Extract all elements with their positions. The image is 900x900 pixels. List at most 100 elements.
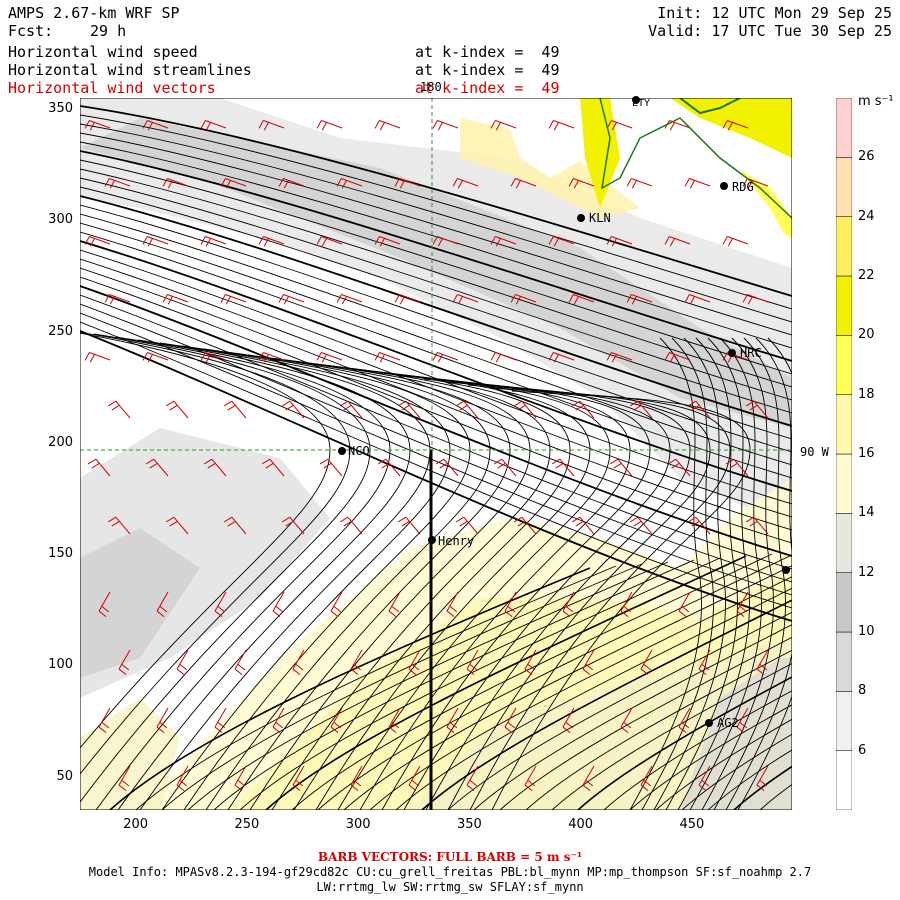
x-tick-label: 450	[679, 817, 705, 832]
wind-barb	[142, 120, 169, 131]
wind-barb	[548, 352, 575, 363]
parallel-label: 90 W	[800, 445, 829, 459]
wind-barb	[258, 352, 285, 363]
field-name-wind-speed: Horizontal wind speed	[8, 43, 198, 61]
wind-barb	[107, 400, 131, 419]
streamline	[629, 704, 792, 810]
streamline	[629, 337, 702, 810]
station-label-nco: NCO	[348, 444, 370, 458]
colorbar-label: 18	[858, 386, 875, 402]
colorbar-segment	[836, 513, 852, 573]
wind-barb	[118, 649, 131, 676]
wind-barb	[629, 516, 653, 535]
y-tick-label: 200	[48, 434, 73, 450]
streamline	[343, 565, 792, 810]
model-info: Model Info: MPASv8.2.3-194-gf29cd82c CU:…	[88, 865, 812, 879]
wind-barbs	[84, 120, 769, 792]
streamline	[80, 159, 792, 375]
streamline	[80, 321, 792, 609]
colorbar-unit: m s⁻¹	[858, 94, 894, 109]
colorbar-label: 8	[858, 683, 867, 699]
station-label-lty: LTY	[632, 98, 651, 109]
barb-legend: BARB VECTORS: FULL BARB = 5 m s⁻¹	[317, 850, 583, 864]
wind-barb	[620, 591, 633, 618]
x-tick-label: 300	[345, 817, 371, 832]
wind-barb	[316, 120, 343, 131]
station-dot-rdg	[720, 182, 728, 190]
field-level-streamlines: at k-index = 49	[415, 61, 560, 79]
wind-barb	[455, 516, 479, 535]
streamline	[80, 332, 331, 749]
wind-streamlines	[80, 105, 792, 810]
streamline	[161, 563, 643, 810]
init-time: Init: 12 UTC Mon 29 Sep 25	[657, 4, 892, 22]
wind-barb	[664, 352, 691, 363]
wind-barb	[336, 178, 363, 189]
streamline	[681, 733, 792, 810]
wind-barb	[156, 591, 169, 618]
wind-barb	[745, 400, 769, 419]
streamline	[80, 330, 792, 622]
streamline	[80, 331, 351, 775]
wind-barb	[571, 516, 595, 535]
wind-barb	[258, 236, 285, 247]
wind-barb	[281, 400, 305, 419]
streamline	[665, 337, 738, 810]
wind-barb	[466, 765, 479, 792]
wind-barb	[84, 120, 111, 131]
colorbar-segment	[836, 335, 852, 395]
field-level-wind-vectors: at k-index = 49	[415, 79, 560, 97]
wind-barb	[504, 591, 517, 618]
wind-barb	[435, 458, 459, 477]
map-title: AMPS 2.67-km WRF SP	[8, 4, 180, 22]
streamline	[80, 168, 792, 388]
streamline	[525, 649, 792, 810]
wind-barb	[455, 400, 479, 419]
streamline	[641, 337, 714, 810]
wind-barb	[684, 294, 711, 305]
wind-barb	[667, 458, 691, 477]
wind-barb	[319, 458, 343, 477]
colorbar-segment	[836, 750, 852, 810]
streamline	[265, 555, 747, 810]
streamline	[80, 141, 792, 349]
y-tick-label: 150	[48, 546, 73, 562]
streamline	[725, 337, 792, 810]
colorbar-label: 14	[858, 505, 875, 521]
wind-barb	[466, 649, 479, 676]
streamline	[161, 345, 451, 810]
streamline	[551, 662, 792, 810]
wind-barb	[261, 458, 285, 477]
streamline	[713, 337, 786, 810]
wind-barb	[214, 707, 227, 734]
station-dot-lty	[632, 96, 640, 104]
wind-barb	[582, 649, 595, 676]
forecast-hour: 29 h	[90, 22, 127, 40]
wind-barb	[145, 458, 169, 477]
wind-barb	[292, 765, 305, 792]
streamline	[80, 303, 792, 583]
wind-barb	[493, 458, 517, 477]
wind-barb	[272, 707, 285, 734]
wind-barb	[446, 707, 459, 734]
wind-barb	[397, 400, 421, 419]
wind-barb	[609, 458, 633, 477]
wind-barb	[278, 294, 305, 305]
wind-barb	[223, 400, 247, 419]
wind-barb	[504, 707, 517, 734]
y-tick-label: 50	[56, 768, 73, 784]
streamline	[80, 186, 792, 414]
y-tick-label: 300	[48, 212, 73, 228]
wind-barb	[107, 516, 131, 535]
wind-barb	[548, 120, 575, 131]
wind-barb	[756, 765, 769, 792]
streamline	[80, 114, 792, 310]
streamline	[80, 204, 792, 440]
wind-barb	[736, 707, 749, 734]
wind-barb	[234, 649, 247, 676]
colorbar-segment	[836, 394, 852, 455]
wind-barb	[377, 458, 401, 477]
streamline	[80, 213, 792, 453]
wind-barb	[756, 649, 769, 676]
wind-barb	[220, 294, 247, 305]
